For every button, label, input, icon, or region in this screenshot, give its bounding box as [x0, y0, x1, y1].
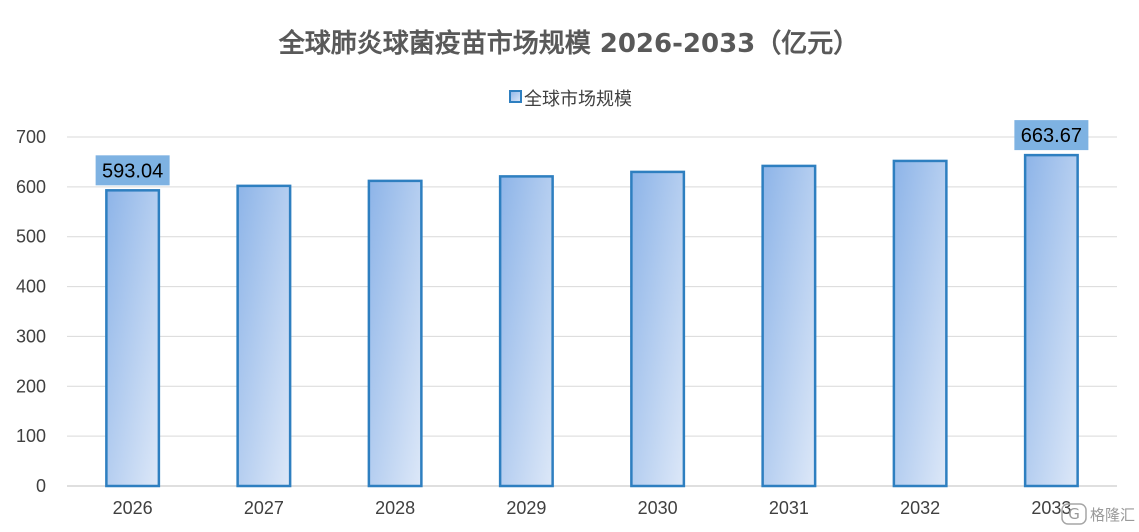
x-tick-label: 2027	[244, 498, 284, 518]
y-tick-label: 600	[16, 177, 46, 197]
x-tick-label: 2026	[113, 498, 153, 518]
svg-text:G: G	[1068, 505, 1080, 523]
x-tick-label: 2030	[638, 498, 678, 518]
gelonghui-logo-icon: G	[1061, 503, 1087, 525]
x-tick-label: 2033	[1031, 498, 1071, 518]
y-tick-label: 200	[16, 376, 46, 396]
x-tick-label: 2029	[506, 498, 546, 518]
bar	[1023, 153, 1079, 488]
data-label: 593.04	[102, 160, 163, 182]
watermark: G 格隆汇	[1061, 503, 1135, 525]
y-tick-label: 100	[16, 426, 46, 446]
x-tick-label: 2028	[375, 498, 415, 518]
bar	[367, 179, 423, 488]
bar	[236, 184, 292, 488]
x-tick-label: 2032	[900, 498, 940, 518]
gridlines	[67, 136, 1117, 487]
bar	[105, 189, 161, 488]
chart-title: 全球肺炎球菌疫苗市场规模 2026-2033（亿元）	[278, 28, 860, 59]
legend-swatch	[509, 90, 522, 103]
bar	[498, 175, 554, 488]
y-tick-label: 300	[16, 326, 46, 346]
bar-series	[105, 153, 1079, 488]
bar	[761, 164, 817, 488]
y-tick-label: 700	[16, 127, 46, 147]
bar	[892, 159, 948, 488]
data-label-box	[1014, 120, 1089, 151]
x-axis: 2026 2027 2028 2029 2030 2031 2032 2033	[113, 498, 1072, 518]
y-tick-label: 500	[16, 227, 46, 247]
watermark-text: 格隆汇	[1090, 506, 1135, 524]
x-tick-label: 2031	[769, 498, 809, 518]
y-tick-label: 400	[16, 277, 46, 297]
y-tick-label: 0	[36, 476, 46, 496]
legend-label: 全球市场规模	[524, 89, 632, 110]
data-labels: 593.04 663.67	[95, 120, 1089, 186]
data-label-box	[95, 155, 170, 186]
legend: 全球市场规模	[509, 89, 632, 110]
data-label: 663.67	[1021, 125, 1082, 147]
y-axis: 0 100 200 300 400 500 600 700	[16, 127, 46, 496]
bar	[630, 170, 686, 488]
